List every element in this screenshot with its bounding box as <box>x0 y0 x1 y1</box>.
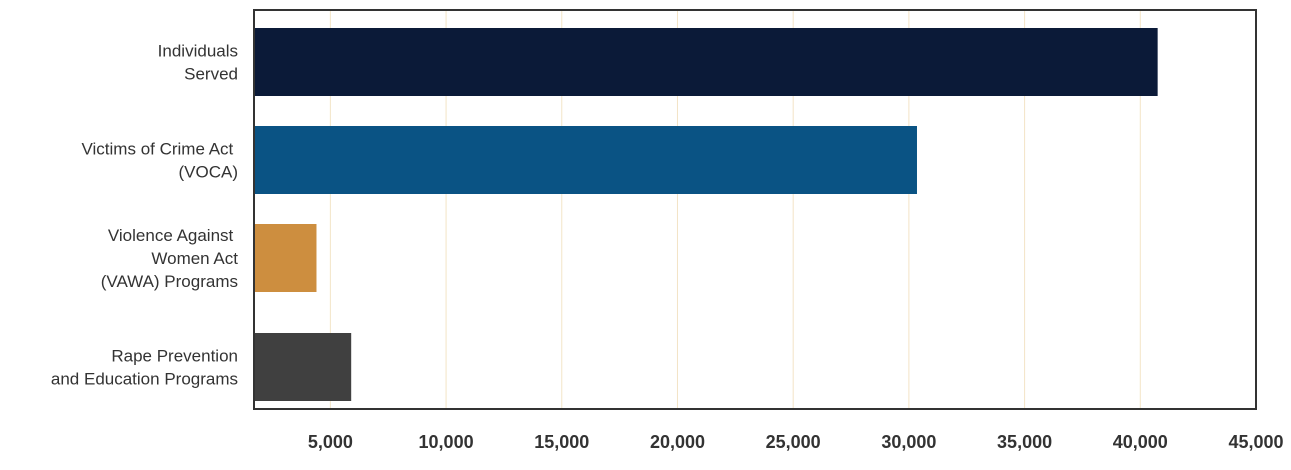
category-label: Victims of Crime Act (VOCA) <box>82 140 239 182</box>
bars <box>254 28 1158 401</box>
category-label: Individuals Served <box>158 42 238 84</box>
category-label: Rape Prevention and Education Programs <box>51 347 238 389</box>
x-tick-label: 15,000 <box>534 432 589 452</box>
x-tick-label: 20,000 <box>650 432 705 452</box>
x-tick-label: 10,000 <box>419 432 474 452</box>
x-tick-label: 40,000 <box>1113 432 1168 452</box>
bar <box>254 224 317 292</box>
bar <box>254 333 352 401</box>
category-label: Violence Against Women Act (VAWA) Program… <box>101 226 239 291</box>
category-labels: Individuals Served Victims of Crime Act (V… <box>51 42 238 389</box>
x-axis-ticks: 5,000 10,000 15,000 20,000 25,000 30,000 35,00… <box>308 432 1284 452</box>
bar <box>254 126 917 194</box>
x-tick-label: 30,000 <box>881 432 936 452</box>
x-tick-label: 45,000 <box>1228 432 1283 452</box>
x-tick-label: 35,000 <box>997 432 1052 452</box>
x-tick-label: 25,000 <box>766 432 821 452</box>
plot-frame <box>253 9 1257 410</box>
bar <box>254 28 1158 96</box>
x-tick-label: 5,000 <box>308 432 353 452</box>
